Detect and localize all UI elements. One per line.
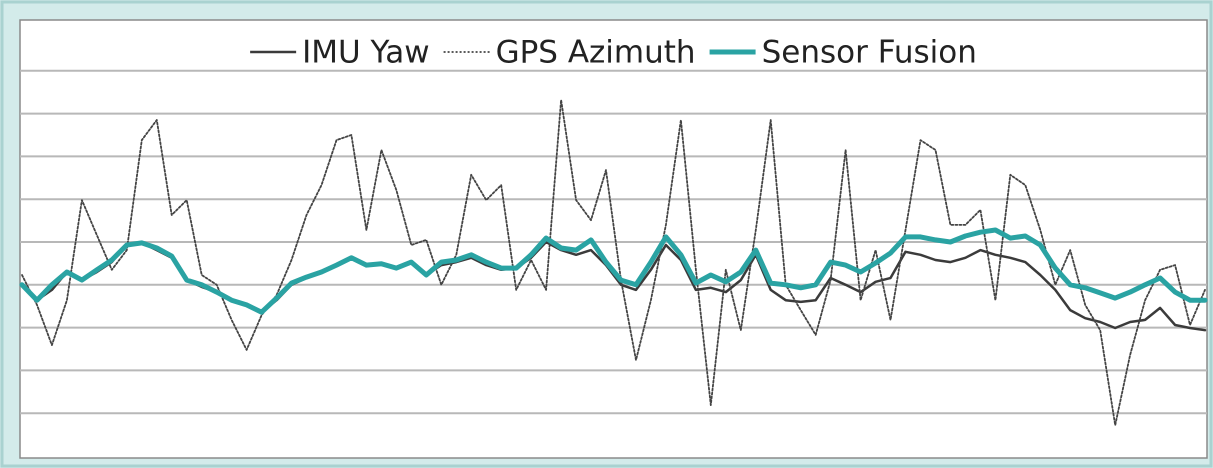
legend-label: Sensor Fusion	[762, 35, 977, 71]
lines	[19, 99, 1208, 427]
legend-label: IMU Yaw	[302, 35, 429, 71]
legend-label: GPS Azimuth	[496, 35, 696, 71]
grid	[20, 69, 1207, 415]
series-line	[19, 227, 1208, 315]
legend: IMU Yaw GPS Azimuth Sensor Fusion	[250, 35, 977, 71]
